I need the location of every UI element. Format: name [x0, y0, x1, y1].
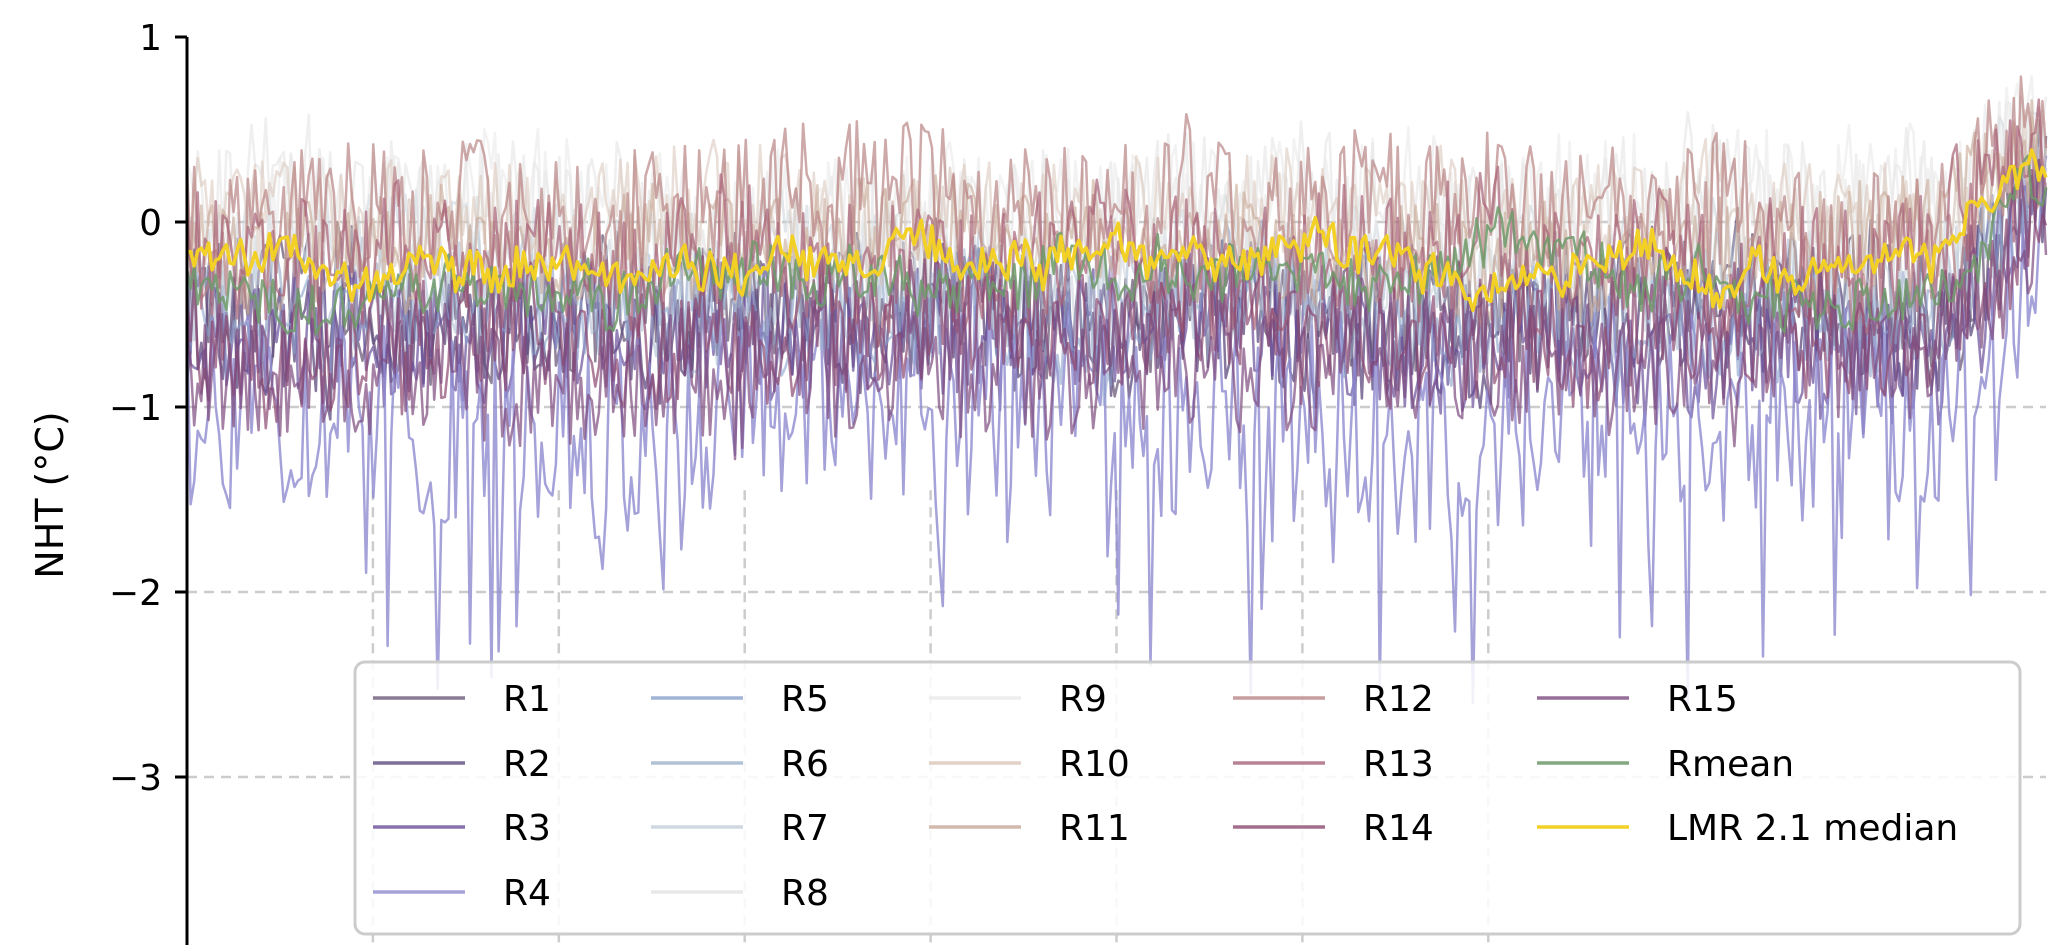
y-tick-label: −3: [109, 758, 162, 799]
legend-label: R12: [1363, 679, 1434, 720]
series-line-r14: [185, 168, 2048, 430]
legend-label: R5: [781, 679, 829, 720]
y-axis: 1 0 −1 −2 −3 −4: [109, 18, 189, 945]
series-group: [185, 74, 2048, 705]
legend-label: R4: [503, 873, 551, 914]
legend-label: R1: [503, 679, 551, 720]
y-tick-label: 1: [139, 18, 162, 59]
legend-label: R14: [1363, 808, 1434, 849]
series-line-r15: [185, 158, 2048, 461]
legend-label: R2: [503, 744, 551, 785]
legend-label: R13: [1363, 744, 1434, 785]
legend-label: R10: [1059, 744, 1130, 785]
legend-label: LMR 2.1 median: [1667, 808, 1958, 849]
legend-label: R6: [781, 744, 829, 785]
legend-label: R8: [781, 873, 829, 914]
y-tick-label: −4: [109, 943, 162, 945]
y-tick-label: −2: [109, 573, 162, 614]
legend-label: R3: [503, 808, 551, 849]
legend-label: R7: [781, 808, 829, 849]
legend-label: Rmean: [1667, 744, 1794, 785]
series-line-r12: [185, 75, 2048, 335]
legend-label: R9: [1059, 679, 1107, 720]
legend: R1 R2 R3 R4 R5 R6 R7 R8 R9 R10 R11 R12 R13 R14 R15 Rmea…: [353, 660, 2022, 936]
y-axis-label: NHT (°C): [28, 411, 72, 578]
y-tick-label: −1: [109, 388, 162, 429]
legend-label: R15: [1667, 679, 1738, 720]
y-tick-label: 0: [139, 203, 162, 244]
series-line-lmr-2-1-median: [186, 148, 2048, 313]
legend-box: [353, 660, 2022, 936]
legend-label: R11: [1059, 808, 1130, 849]
